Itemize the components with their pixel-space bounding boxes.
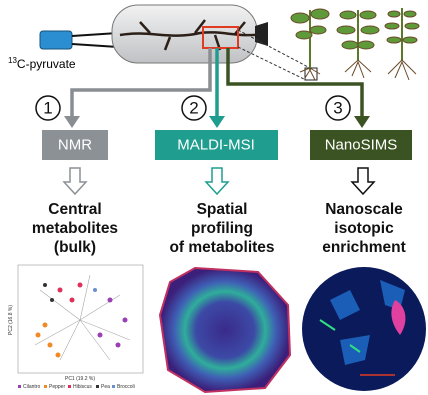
result-text: metabolites [32,220,118,237]
step-number: 2 [189,99,198,118]
step-circle [35,95,61,121]
tube [39,4,318,81]
result-text: (bulk) [54,239,96,256]
arrows [64,48,370,128]
y-axis-label: PC2 (16.8 %) [8,305,14,335]
maldi-edge [158,266,292,394]
legend-entry: Hibiscus [73,384,92,390]
step-circle [181,95,207,121]
method-label: NMR [58,137,92,154]
step-circle [325,95,351,121]
step-number: 1 [43,99,52,118]
result-text: enrichment [322,239,406,256]
legend-entry: Broccoli [117,384,135,390]
down-arrow [62,167,88,196]
down-arrow [204,167,230,196]
pyruvate-label: 13C-pyruvate [8,56,76,71]
down-arrow [350,167,376,196]
step-number: 3 [333,99,342,118]
result-text: profiling [191,220,253,237]
legend-entry: Pea [101,384,110,390]
nanosims-image [302,267,426,391]
legend-entry: Pepper [49,384,65,390]
result-text: isotopic [334,220,394,237]
result-text: Spatial [197,201,248,218]
legend-entry: Cilantro [23,384,40,390]
result-text: of metabolites [169,239,274,256]
method-box [42,130,108,160]
method-box [310,130,412,160]
x-axis-label: PC1 (19.2 %) [65,376,95,382]
result-text: Nanoscale [325,201,403,218]
plants [290,8,420,81]
method-box [155,130,278,160]
result-text: Central [48,201,101,218]
pca-plot: PC1 (19.2 %) PC2 (16.8 %) Cilantro Peppe… [8,264,144,390]
method-label: MALDI-MSI [177,137,255,154]
method-label: NanoSIMS [325,137,398,154]
maldi-image [160,268,290,392]
